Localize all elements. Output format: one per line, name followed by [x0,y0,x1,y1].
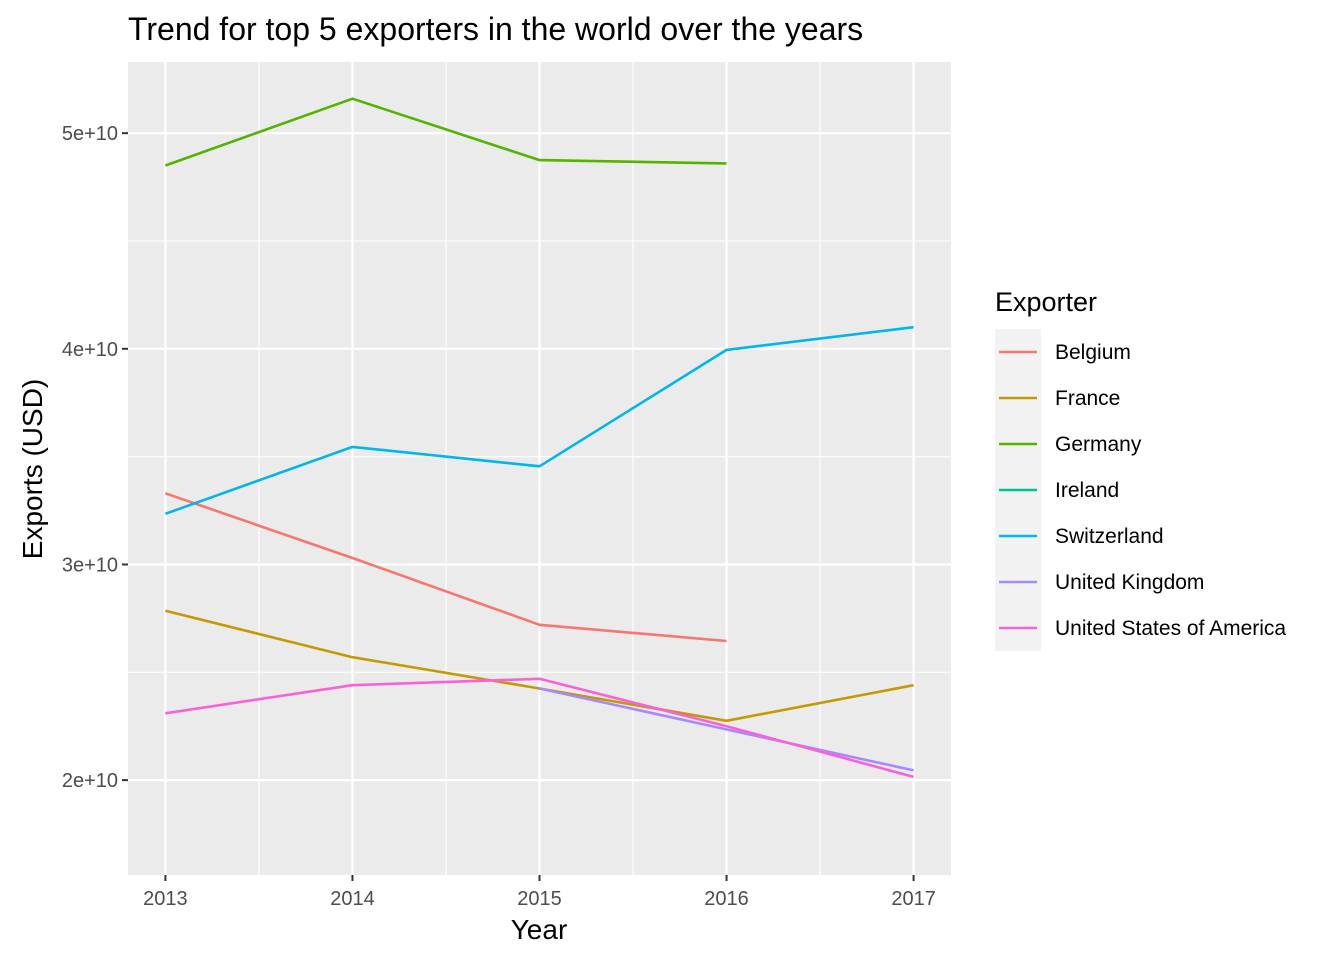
series-line-united-kingdom [539,687,914,772]
series-line-germany [164,97,727,167]
legend-label-united-kingdom: United Kingdom [1055,571,1204,594]
x-tick-label: 2013 [143,888,188,910]
chart-title: Trend for top 5 exporters in the world o… [128,11,863,47]
y-tick-label: 5e+10 [62,123,118,145]
y-axis: 2e+10 3e+10 4e+10 5e+10 [62,123,128,792]
x-tick-label: 2016 [704,888,749,910]
series-line-united-states-of-america [165,677,914,779]
x-tick-label: 2017 [891,888,936,910]
legend-label-germany: Germany [1055,433,1142,456]
legend-label-ireland: Ireland [1055,479,1119,502]
legend-items: Belgium France Germany Ireland Switzerland Un… [999,341,1286,640]
series-lines [164,97,914,779]
legend-title: Exporter [995,287,1097,317]
legend-label-united-states-of-america: United States of America [1055,617,1286,640]
x-axis: 2013 2014 2015 2016 2017 [143,875,936,910]
legend: Exporter Belgium France Germany Ireland Swit… [995,287,1286,651]
series-line-switzerland [164,325,914,516]
x-tick-label: 2014 [330,888,375,910]
x-tick-label: 2015 [517,888,562,910]
x-axis-title: Year [511,914,568,945]
grid-major [128,62,951,875]
legend-label-france: France [1055,387,1120,410]
y-tick-label: 4e+10 [62,339,118,361]
y-axis-title: Exports (USD) [17,379,48,559]
legend-label-belgium: Belgium [1055,341,1131,364]
y-tick-label: 2e+10 [62,770,118,792]
y-tick-label: 3e+10 [62,554,118,576]
series-line-belgium [164,492,727,643]
legend-label-switzerland: Switzerland [1055,525,1164,548]
